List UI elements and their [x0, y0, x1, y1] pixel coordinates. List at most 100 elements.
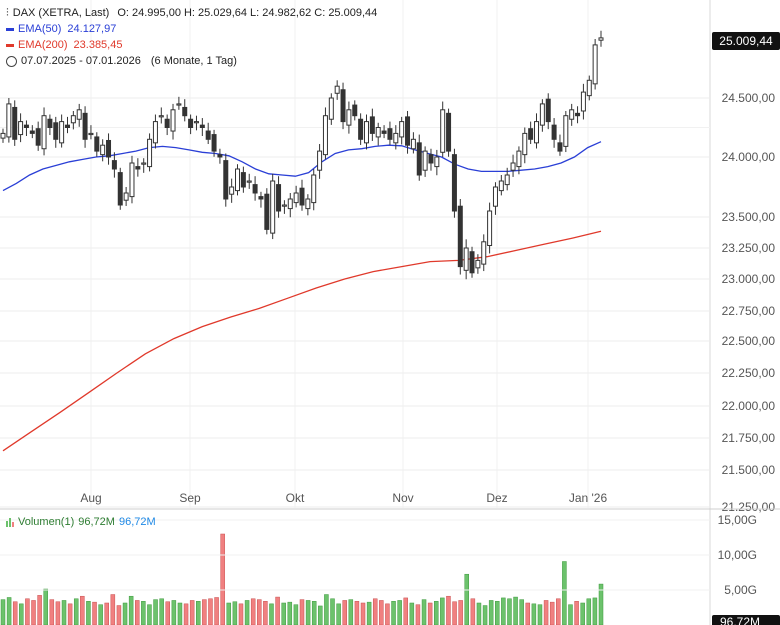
volume-bar [592, 597, 598, 625]
candle-body [18, 121, 24, 136]
candle-body [592, 44, 598, 85]
volume-bar [80, 595, 85, 625]
volume-bar [128, 595, 134, 625]
volume-bar [208, 598, 213, 625]
volume-tick-label: 5,00G [724, 583, 757, 597]
candle-body [369, 116, 375, 134]
candle-body [246, 180, 252, 183]
volume-value-blue: 96,72M [118, 516, 156, 528]
volume-bar [19, 603, 24, 625]
volume-tick-label: 15,00G [718, 513, 757, 527]
y-tick-label: 23.000,00 [722, 272, 776, 286]
ema50-value: 24.127,97 [67, 23, 117, 35]
chart-legend: ⫶ DAX (XETRA, Last) O: 24.995,00 H: 25.0… [6, 5, 377, 69]
volume-bar [397, 600, 402, 625]
volume-bars-icon [6, 517, 14, 527]
grid [0, 0, 711, 625]
candle-body [152, 121, 158, 144]
candle-body [293, 192, 299, 204]
candle-body [252, 184, 258, 194]
volume-bar [98, 604, 103, 625]
candle-body [129, 162, 135, 198]
y-axis: 21.250,00 21.500,00 21.750,00 22.000,00 22.2… [722, 91, 776, 514]
candle-body [64, 124, 70, 128]
volume-bar [318, 605, 323, 625]
candle-body [528, 128, 534, 140]
x-tick-label: Nov [392, 491, 413, 505]
y-tick-label: 21.500,00 [722, 463, 776, 477]
volume-bar [495, 601, 500, 625]
volume-bar [196, 601, 201, 625]
volume-tick-label: 10,00G [718, 548, 757, 562]
volume-bar [238, 603, 244, 625]
volume-bar [476, 602, 482, 625]
candle-body [76, 109, 82, 120]
volume-bar [391, 601, 396, 625]
ema200-value: 23.385,45 [73, 39, 123, 51]
x-axis: Aug Sep Okt Nov Dez Jan '26 [80, 491, 607, 505]
candle-body [322, 115, 328, 156]
volume-bar [415, 604, 421, 625]
volume-bar [293, 604, 299, 625]
volume-bar [427, 602, 433, 625]
volume-bar [324, 594, 329, 625]
candle-body [35, 128, 41, 146]
y-tick-label: 22.250,00 [722, 366, 776, 380]
ema50-swatch-icon [6, 27, 14, 31]
candle-body [264, 193, 270, 230]
volume-bar [464, 573, 470, 625]
candle-body [469, 251, 475, 274]
volume-bar [214, 597, 219, 625]
volume-bar [110, 594, 116, 625]
volume-bar [421, 599, 427, 625]
volume-bar [73, 598, 79, 625]
candle-body [440, 109, 446, 153]
candle-body [193, 121, 199, 124]
candle-body [575, 112, 581, 117]
ema50-label: EMA(50) [18, 23, 62, 35]
candle-body [240, 172, 246, 188]
candle-body [457, 205, 463, 268]
candles-layer [0, 30, 604, 280]
candle-body [270, 180, 276, 234]
volume-bar [440, 597, 445, 625]
candle-body [70, 115, 76, 124]
volume-bar [147, 604, 152, 625]
volume-legend: Volumen(1) 96,72M 96,72M [6, 516, 156, 528]
volume-bar [433, 601, 439, 625]
candle-body [276, 184, 282, 212]
candle-body [340, 89, 346, 123]
volume-bar [342, 600, 347, 625]
candle-body [205, 130, 211, 140]
candle-body [522, 132, 528, 156]
volume-bar [43, 588, 48, 625]
price-tag: 25.009,44 [712, 32, 780, 50]
volume-label: Volumen(1) [18, 516, 75, 528]
volume-bar [250, 598, 256, 625]
candle-body [88, 132, 94, 136]
candle-body [223, 160, 229, 200]
candle-body [375, 127, 381, 138]
candle-body [135, 166, 141, 170]
volume-bar [299, 599, 305, 625]
x-tick-label: Jan '26 [569, 491, 608, 505]
volume-bar [305, 600, 311, 625]
range-text: 07.07.2025 - 07.01.2026 [21, 55, 141, 67]
volume-bar [183, 603, 189, 625]
volume-bar [37, 595, 42, 625]
y-tick-label: 23.500,00 [722, 210, 776, 224]
candle-body [434, 156, 440, 168]
volume-bar [501, 597, 506, 625]
volume-bar [562, 561, 567, 625]
x-tick-label: Sep [179, 491, 201, 505]
candle-body [545, 98, 551, 123]
candle-body [363, 121, 369, 144]
volume-bar [6, 597, 12, 625]
volume-bar [458, 600, 463, 625]
y-tick-label: 21.750,00 [722, 431, 776, 445]
volume-bar [549, 601, 555, 625]
volume-bar [189, 600, 195, 625]
candle-body [352, 104, 358, 117]
